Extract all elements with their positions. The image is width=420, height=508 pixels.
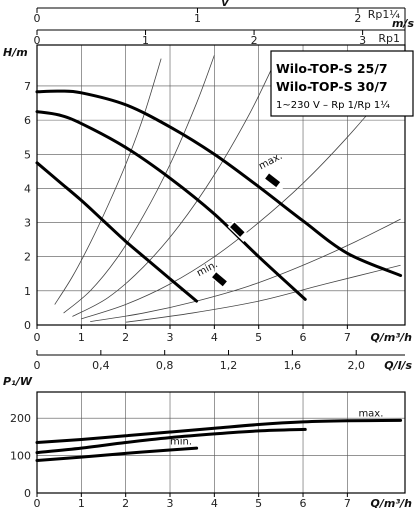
x-tick-label: 4 xyxy=(211,331,218,344)
pump-curve-line xyxy=(35,89,403,277)
speed-marker xyxy=(230,222,245,237)
x-tick-label: 6 xyxy=(300,497,307,508)
flow-ls-tick-label: 0,8 xyxy=(156,359,174,372)
curve-annotation: min. xyxy=(170,436,192,447)
chart-title: Wilo-TOP-S 25/7 xyxy=(276,61,388,76)
y-tick-label: 200 xyxy=(10,412,31,425)
x-tick-label: 7 xyxy=(344,331,351,344)
chart-spec: 1~230 V – Rp 1/Rp 1¼ xyxy=(276,99,390,111)
pump-curve-line xyxy=(35,110,307,301)
power-curve-line xyxy=(35,446,199,462)
flow-ls-tick-label: 0 xyxy=(34,359,41,372)
x-tick-label: 1 xyxy=(78,331,85,344)
flow-ls-tick-label: 1,2 xyxy=(220,359,238,372)
velocity-tick-label: 3 xyxy=(359,34,366,47)
flow-ls-tick-label: 1,6 xyxy=(284,359,302,372)
y-tick-label: 100 xyxy=(10,450,31,463)
speed-marker xyxy=(265,173,281,188)
flow-ls-tick-label: 2,0 xyxy=(347,359,365,372)
x-axis-label: Q/m³/h xyxy=(371,331,413,344)
x-tick-label: 5 xyxy=(255,497,262,508)
x-tick-label: 5 xyxy=(255,331,262,344)
upper-plot-frame xyxy=(36,44,406,326)
system-curve-line xyxy=(125,264,401,323)
x-tick-label: 0 xyxy=(34,497,41,508)
x-tick-label: 1 xyxy=(78,497,85,508)
y-tick-label: 6 xyxy=(24,114,31,127)
y-axis-label: P₁/W xyxy=(3,375,33,388)
chart-title-box: Wilo-TOP-S 25/7 Wilo-TOP-S 30/7 1~230 V … xyxy=(270,50,414,117)
y-tick-label: 5 xyxy=(24,148,31,161)
x-tick-label: 3 xyxy=(167,331,174,344)
curve-annotation: max. xyxy=(358,408,383,419)
power-curve-line xyxy=(35,427,307,455)
velocity-axis-label: v xyxy=(221,0,229,9)
velocity-tick-label: 1 xyxy=(142,34,149,47)
title-box xyxy=(270,50,414,117)
pipe-size-label-upper: Rp1¼ xyxy=(368,8,401,21)
velocity-unit-label: m/s xyxy=(392,17,414,30)
y-tick-label: 0 xyxy=(24,487,31,500)
x-tick-label: 4 xyxy=(211,497,218,508)
lower-plot-frame xyxy=(36,391,406,494)
power-curve-line xyxy=(35,418,403,444)
x-tick-label: 2 xyxy=(122,331,129,344)
x-axis-label: Q/m³/h xyxy=(371,497,413,508)
system-curve-line xyxy=(54,58,162,305)
head-flow-chart: max.min.01234567Q/m³/h01234567H/m0123012… xyxy=(3,0,414,344)
y-tick-label: 1 xyxy=(24,285,31,298)
x-tick-label: 7 xyxy=(344,497,351,508)
pump-curve-line xyxy=(35,161,199,303)
y-tick-label: 7 xyxy=(24,80,31,93)
velocity-tick-label: 0 xyxy=(34,34,41,47)
pipe-size-label-lower: Rp1 xyxy=(378,32,400,45)
x-tick-label: 6 xyxy=(300,331,307,344)
y-tick-label: 0 xyxy=(24,319,31,332)
x-tick-label: 2 xyxy=(122,497,129,508)
flow-ls-tick-label: 0,4 xyxy=(92,359,110,372)
chart-subtitle: Wilo-TOP-S 30/7 xyxy=(276,79,388,94)
x-tick-label: 0 xyxy=(34,331,41,344)
y-tick-label: 3 xyxy=(24,217,31,230)
velocity-tick-label: 2 xyxy=(354,12,361,25)
y-axis-label: H/m xyxy=(3,46,28,59)
system-curve-line xyxy=(72,58,277,317)
velocity-tick-label: 1 xyxy=(194,12,201,25)
velocity-tick-label: 0 xyxy=(34,12,41,25)
system-curve-line xyxy=(63,55,215,314)
system-curve-line xyxy=(90,218,401,322)
speed-marker xyxy=(212,272,227,287)
x-tick-label: 3 xyxy=(167,497,174,508)
y-tick-label: 4 xyxy=(24,182,31,195)
flow-ls-axis-label: Q/l/s xyxy=(384,359,412,372)
velocity-tick-label: 2 xyxy=(251,34,258,47)
y-tick-label: 2 xyxy=(24,251,31,264)
